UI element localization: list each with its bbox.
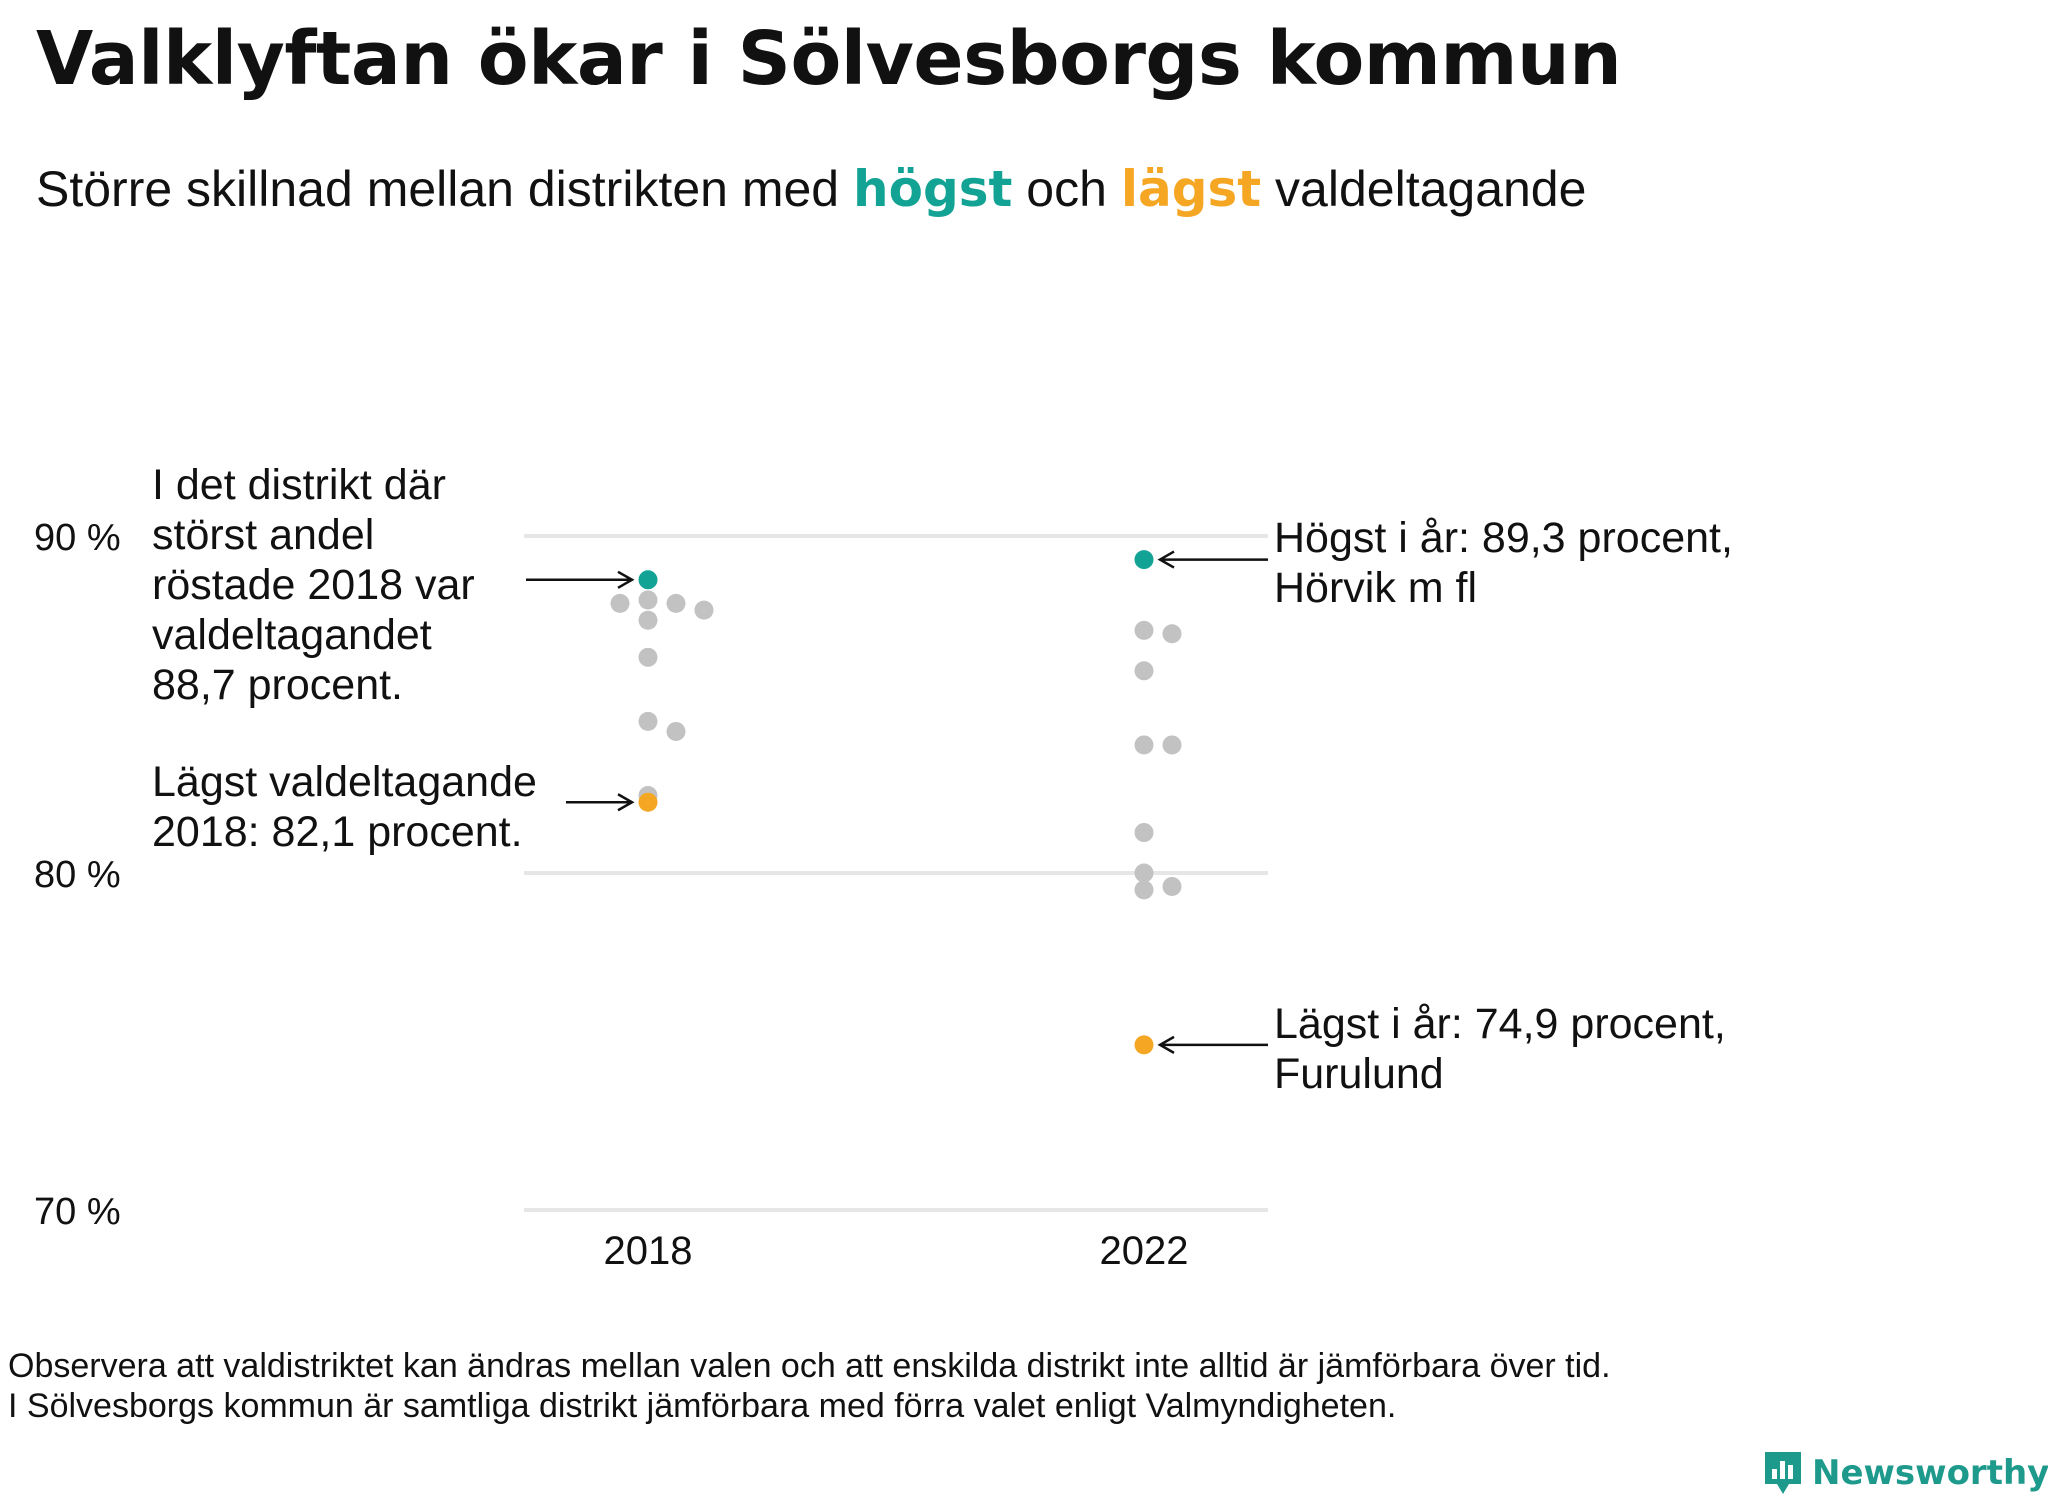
y-tick-label: 90 % — [34, 517, 121, 559]
district-dot — [638, 590, 658, 610]
annotation-highest-2022: Högst i år: 89,3 procent, Hörvik m fl — [1274, 514, 1733, 612]
logo-text: Newsworthy — [1812, 1453, 2048, 1493]
y-axis-ticks: 90 % 80 % 70 % — [34, 517, 121, 1233]
data-points — [610, 550, 1182, 1055]
subtitle-before: Större skillnad mellan distrikten med — [36, 161, 853, 217]
x-axis-ticks: 2018 2022 — [604, 1229, 1189, 1273]
district-dot — [1134, 863, 1154, 883]
district-dot — [1134, 661, 1154, 681]
annotation-arrow-head — [617, 570, 635, 589]
subtitle-highest-word: högst — [853, 160, 1013, 218]
district-dot — [1162, 735, 1182, 755]
annotation-arrow-head — [1157, 550, 1175, 569]
district-dot — [1134, 735, 1154, 755]
highest-dot — [1134, 550, 1154, 570]
district-dot — [1162, 624, 1182, 644]
bar-chart-speech-bubble-icon — [1765, 1452, 1801, 1494]
district-dot — [638, 610, 658, 630]
x-tick-label: 2022 — [1100, 1229, 1189, 1273]
subtitle-middle: och — [1012, 161, 1121, 217]
district-dot — [1162, 876, 1182, 896]
district-dot — [1134, 823, 1154, 843]
chart-title: Valklyftan ökar i Sölvesborgs kommun — [36, 16, 1622, 102]
subtitle-after: valdeltagande — [1261, 161, 1587, 217]
y-tick-label: 70 % — [34, 1191, 121, 1233]
district-dot — [666, 721, 686, 741]
chart-subtitle: Större skillnad mellan distrikten med hö… — [36, 160, 1586, 218]
newsworthy-logo: Newsworthy — [1762, 1449, 2048, 1497]
annotation-highest-2018: I det distrikt där störst andel röstade … — [152, 461, 475, 709]
subtitle-lowest-word: lägst — [1120, 160, 1262, 218]
lowest-dot — [638, 792, 658, 812]
district-dot — [1134, 880, 1154, 900]
grid-lines — [524, 534, 1268, 1212]
district-dot — [638, 647, 658, 667]
lowest-dot — [1134, 1035, 1154, 1055]
annotation-lowest-2018: Lägst valdeltagande 2018: 82,1 procent. — [152, 758, 537, 856]
footnote-line-1: Observera att valdistriktet kan ändras m… — [8, 1347, 1611, 1385]
annotation-arrows — [526, 550, 1268, 1054]
highest-dot — [638, 570, 658, 590]
district-dot — [666, 593, 686, 613]
annotation-arrow-head — [617, 793, 635, 812]
district-dot — [610, 593, 630, 613]
district-dot — [638, 711, 658, 731]
district-dot — [694, 600, 714, 620]
y-tick-label: 80 % — [34, 854, 121, 896]
footnote-line-2: I Sölvesborgs kommun är samtliga distrik… — [8, 1387, 1397, 1425]
footnote: Observera att valdistriktet kan ändras m… — [8, 1346, 1611, 1426]
annotation-lowest-2022: Lägst i år: 74,9 procent, Furulund — [1274, 1000, 1726, 1098]
x-tick-label: 2018 — [604, 1229, 693, 1273]
district-dot — [1134, 620, 1154, 640]
annotation-arrow-head — [1157, 1035, 1175, 1054]
